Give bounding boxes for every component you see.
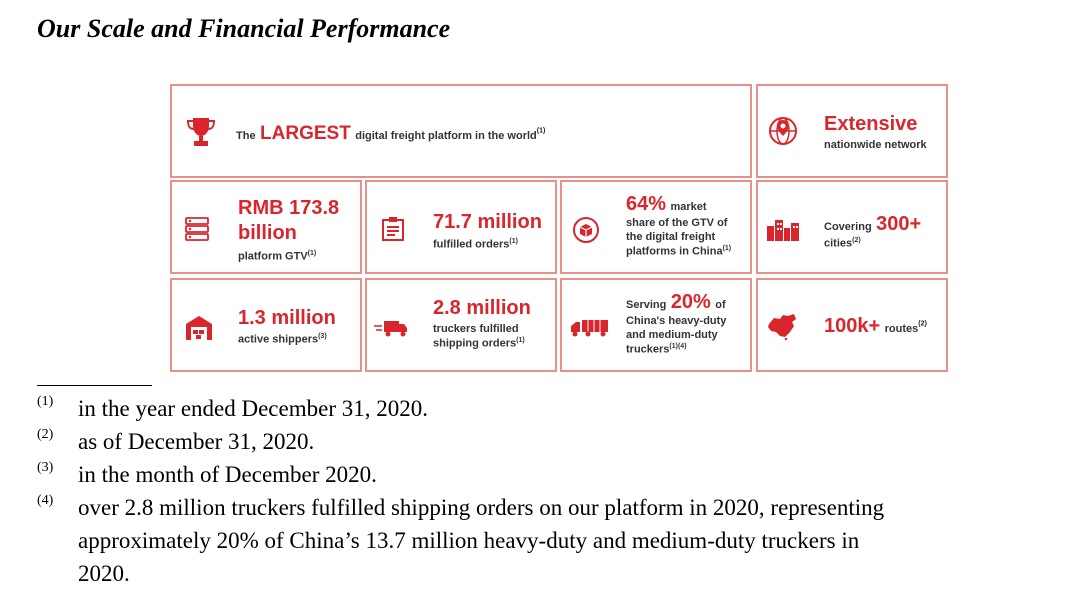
footnote-1: (1) in the year ended December 31, 2020. xyxy=(0,392,1080,425)
cities-cell: Covering 300+ cities(2) xyxy=(756,180,948,274)
serving-pre: Serving xyxy=(626,299,667,311)
truckers-cell: 2.8 million truckers fulfilled shipping … xyxy=(365,278,557,372)
shippers-sup: (3) xyxy=(318,333,327,340)
footnote-2-number: (2) xyxy=(37,427,54,442)
serving-line-2: and medium-duty xyxy=(626,328,718,341)
market-line-2: the digital freight xyxy=(626,230,716,243)
gtv-sub: platform GTV xyxy=(238,250,308,263)
orders-cell: 71.7 million fulfilled orders(1) xyxy=(365,180,557,274)
cities-pre: Covering xyxy=(824,221,872,233)
truckers-line-2: shipping orders xyxy=(433,337,517,350)
truckers-sup: (1) xyxy=(516,336,525,344)
largest-cell: The LARGEST digital freight platform in … xyxy=(170,84,752,178)
server-stack-icon xyxy=(184,216,210,242)
serving-sup: (1)(4) xyxy=(669,342,687,350)
orders-sup: (1) xyxy=(509,238,518,245)
routes-cell: 100k+ routes(2) xyxy=(756,278,948,372)
trophy-icon xyxy=(186,116,216,148)
cities-big: 300+ xyxy=(876,213,922,235)
largest-sup: (1) xyxy=(536,127,546,135)
market-line-1: share of the GTV of xyxy=(626,217,728,229)
serving-line-3: truckers xyxy=(626,343,670,356)
extensive-big: Extensive xyxy=(824,113,918,135)
shippers-cell: 1.3 million active shippers(3) xyxy=(170,278,362,372)
semi-truck-icon xyxy=(570,318,610,338)
gtv-big-2: billion xyxy=(238,222,297,244)
largest-post: digital freight platform in the world xyxy=(355,130,537,142)
clipboard-list-icon xyxy=(381,216,405,242)
footnote-4-line-3: 2020. xyxy=(78,561,130,586)
footnote-1-number: (1) xyxy=(37,394,54,409)
footnote-1-text: in the year ended December 31, 2020. xyxy=(78,396,428,421)
footnote-3-number: (3) xyxy=(37,460,54,475)
box-cycle-icon xyxy=(572,216,600,244)
gtv-sup: (1) xyxy=(307,250,317,257)
largest-pre: The xyxy=(236,130,256,142)
largest-big: LARGEST xyxy=(260,123,351,144)
footnote-3: (3) in the month of December 2020. xyxy=(0,458,1080,491)
gtv-big-1: RMB 173.8 xyxy=(238,197,340,219)
market-line-3: platforms in China xyxy=(626,245,723,258)
shippers-sub: active shippers xyxy=(238,333,319,346)
footnote-divider xyxy=(37,385,152,386)
truck-moving-icon xyxy=(373,318,409,338)
market-word: market xyxy=(670,201,707,213)
cities-sup: (2) xyxy=(852,237,861,244)
extensive-cell: Extensive nationwide network xyxy=(756,84,948,178)
gtv-cell: RMB 173.8 billion platform GTV(1) xyxy=(170,180,362,274)
orders-sub: fulfilled orders xyxy=(433,238,510,251)
serving-line-1: China's heavy-duty xyxy=(626,315,727,327)
footnote-2-text: as of December 31, 2020. xyxy=(78,429,315,454)
shippers-big: 1.3 million xyxy=(238,307,336,329)
serving-post: of xyxy=(715,299,726,311)
footnote-4-number: (4) xyxy=(37,493,54,508)
extensive-sub: nationwide network xyxy=(824,139,927,151)
city-buildings-icon xyxy=(766,216,800,242)
routes-sup: (2) xyxy=(918,320,927,328)
footnote-2: (2) as of December 31, 2020. xyxy=(0,425,1080,458)
footnote-4-line-1: over 2.8 million truckers fulfilled ship… xyxy=(78,495,885,520)
routes-sub: routes xyxy=(884,323,919,335)
footnote-3-text: in the month of December 2020. xyxy=(78,462,377,487)
china-map-icon xyxy=(766,312,798,340)
truckers-line-1: truckers fulfilled xyxy=(433,323,519,335)
footnote-4: (4) over 2.8 million truckers fulfilled … xyxy=(0,491,1080,590)
orders-big: 71.7 million xyxy=(433,211,542,233)
market-big: 64% xyxy=(626,193,667,215)
footnote-4-line-2: approximately 20% of China’s 13.7 millio… xyxy=(78,528,860,553)
cities-sub: cities xyxy=(824,237,853,250)
market-sup: (1) xyxy=(722,244,732,252)
truckers-big: 2.8 million xyxy=(433,297,531,319)
globe-location-icon xyxy=(766,114,800,148)
routes-big: 100k+ xyxy=(824,315,881,337)
market-cell: 64% market share of the GTV of the digit… xyxy=(560,180,752,274)
serving-cell: Serving 20% of China's heavy-duty and me… xyxy=(560,278,752,372)
page-title: Our Scale and Financial Performance xyxy=(37,14,451,43)
serving-big: 20% xyxy=(670,291,711,313)
warehouse-icon xyxy=(184,314,214,342)
